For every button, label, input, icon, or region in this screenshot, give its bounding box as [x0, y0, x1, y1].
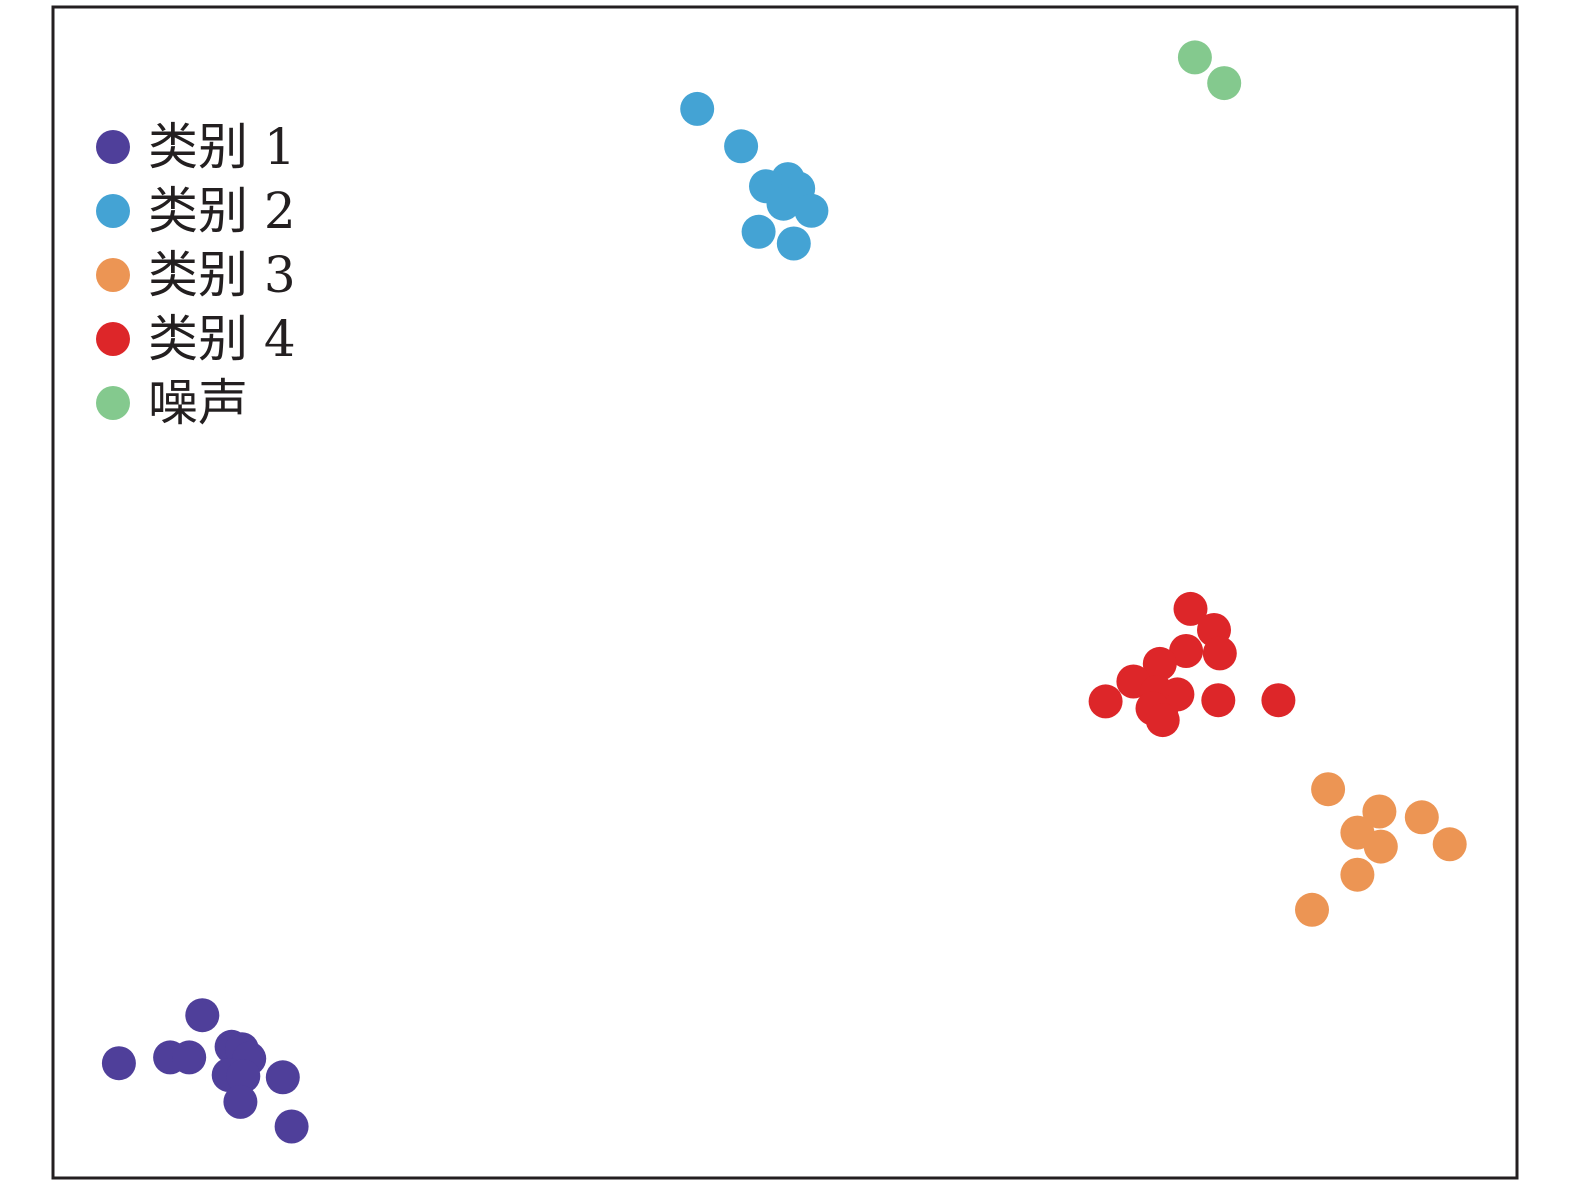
series-4-point-4 — [1142, 646, 1177, 681]
series-4-point-12 — [1261, 683, 1296, 718]
legend: 类别 1 类别 2 类别 3 类别 4 噪声 — [96, 118, 296, 432]
series-3-point-5 — [1363, 829, 1398, 864]
series-4-point-11 — [1201, 683, 1236, 718]
series-4-point-14 — [1145, 703, 1180, 738]
series-5-point-1 — [1177, 40, 1212, 75]
series-3-point-7 — [1340, 857, 1375, 892]
series-3-point-1 — [1311, 772, 1346, 807]
legend-label-1: 类别 1 — [148, 118, 296, 176]
series-4-point-1 — [1173, 591, 1208, 626]
series-4-point-3 — [1169, 634, 1204, 668]
series-5-point-2 — [1207, 66, 1242, 101]
series-4-point-5 — [1202, 636, 1237, 671]
legend-marker-1 — [96, 130, 130, 164]
series-1-point-4 — [185, 998, 220, 1033]
legend-label-2: 类别 2 — [148, 182, 296, 240]
legend-marker-4 — [96, 322, 130, 356]
legend-label-4: 类别 4 — [148, 310, 296, 368]
series-3-point-6 — [1432, 827, 1467, 862]
legend-label-3: 类别 3 — [148, 246, 296, 304]
points-layer — [101, 40, 1467, 1144]
series-1-point-3 — [172, 1040, 207, 1075]
series-2-point-7 — [794, 193, 829, 228]
series-1-point-10 — [223, 1084, 258, 1119]
series-1-point-9 — [226, 1059, 261, 1094]
series-2-point-8 — [741, 214, 776, 249]
series-2-point-9 — [776, 226, 811, 261]
series-1-point-11 — [265, 1060, 300, 1095]
series-1-point-1 — [101, 1046, 136, 1081]
legend-marker-2 — [96, 194, 130, 228]
series-2-point-2 — [724, 129, 759, 164]
series-3-point-2 — [1362, 794, 1397, 829]
legend-marker-3 — [96, 258, 130, 292]
series-4-point-13 — [1088, 684, 1123, 719]
series-1-point-12 — [274, 1109, 309, 1144]
series-2-point-6 — [766, 186, 801, 221]
legend-label-5: 噪声 — [148, 374, 248, 432]
series-2-point-1 — [680, 91, 715, 126]
series-3-point-8 — [1295, 892, 1329, 927]
legend-marker-5 — [96, 386, 130, 420]
series-3-point-3 — [1404, 800, 1439, 835]
